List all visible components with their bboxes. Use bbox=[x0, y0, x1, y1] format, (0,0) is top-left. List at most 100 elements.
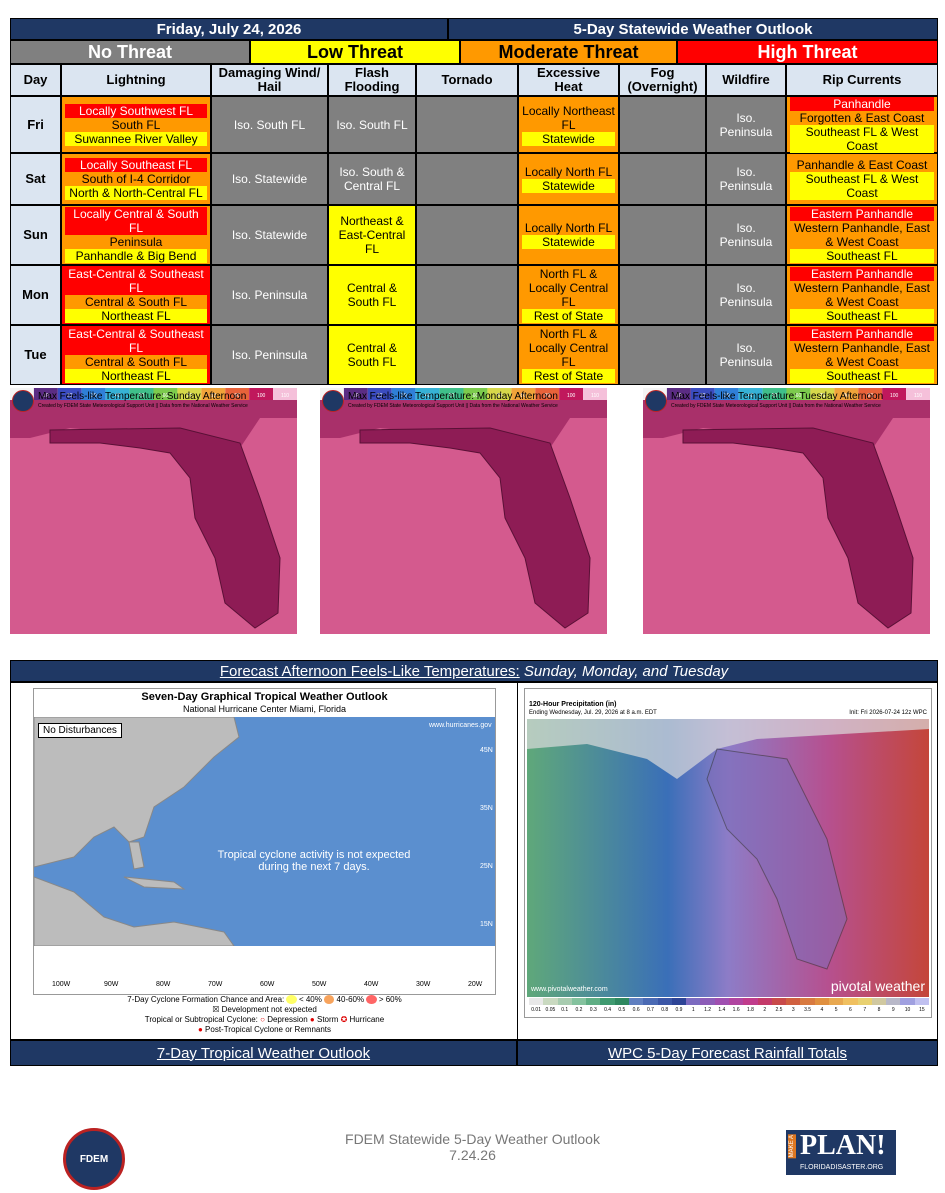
threat-item: Southeast FL bbox=[790, 249, 934, 263]
rain-site: www.pivotalweather.com bbox=[530, 986, 608, 993]
scale-label: 80 bbox=[844, 393, 850, 399]
rain-scale-label: 0.7 bbox=[646, 1007, 654, 1013]
scale-label: 100 bbox=[567, 393, 576, 399]
footer-text: FDEM Statewide 5-Day Weather Outlook 7.2… bbox=[250, 1131, 695, 1163]
no-disturbances: No Disturbances bbox=[38, 723, 122, 738]
threat-cell bbox=[619, 153, 706, 205]
scale-swatch bbox=[738, 388, 763, 400]
threat-cell: North FL & Locally Central FL Rest of Sta… bbox=[518, 265, 619, 325]
scale-swatch bbox=[786, 388, 811, 400]
chance-row: 7-Day Cyclone Formation Chance and Area:… bbox=[33, 995, 496, 1005]
rain-scale-label: 3 bbox=[791, 1007, 795, 1013]
lon-label: 70W bbox=[208, 981, 223, 988]
tropical-legend: 7-Day Cyclone Formation Chance and Area:… bbox=[33, 995, 496, 1040]
scale-label: 100 bbox=[890, 393, 899, 399]
rain-scale-label: 6 bbox=[849, 1007, 852, 1013]
threat-item: Southeast FL & West Coast bbox=[790, 172, 934, 200]
rain-swatch bbox=[700, 998, 715, 1005]
tropical-caption: 7-Day Tropical Weather Outlook bbox=[10, 1040, 517, 1066]
threat-item: Central & South FL bbox=[332, 281, 412, 309]
rain-swatch bbox=[586, 998, 601, 1005]
divider bbox=[517, 682, 518, 1066]
scale-swatch bbox=[906, 388, 930, 400]
scale-swatch bbox=[714, 388, 739, 400]
scale-swatch bbox=[690, 388, 715, 400]
threat-cell: Panhandle Forgotten & East Coast Southeast… bbox=[786, 96, 938, 153]
scale-swatch bbox=[391, 388, 416, 400]
rain-brand: pivotal weather bbox=[831, 978, 926, 994]
scale-label: 70 bbox=[497, 393, 503, 399]
rain-scale-label: 8 bbox=[877, 1007, 881, 1013]
rain-swatch bbox=[800, 998, 815, 1005]
column-header: Excessive Heat bbox=[518, 64, 619, 96]
cyclone-type: Storm bbox=[316, 1015, 339, 1024]
rain-swatch bbox=[829, 998, 844, 1005]
map-logo bbox=[322, 390, 344, 412]
threat-item: Iso. Statewide bbox=[215, 172, 324, 186]
florida bbox=[682, 427, 914, 629]
rain-swatch bbox=[900, 998, 915, 1005]
threat-cell bbox=[416, 96, 518, 153]
legend-item: High Threat bbox=[677, 40, 938, 64]
rain-swatch bbox=[886, 998, 901, 1005]
scale-label: 100 bbox=[257, 393, 266, 399]
threat-item: Iso. Peninsula bbox=[710, 221, 782, 249]
scale-label: 20 bbox=[377, 393, 383, 399]
threat-cell: Iso. Peninsula bbox=[706, 325, 786, 385]
scale-label: 50 bbox=[449, 393, 455, 399]
rain-title: 120-Hour Precipitation (in) bbox=[529, 701, 617, 708]
rain-scale-label: 0.6 bbox=[632, 1007, 640, 1013]
scale-label: 40 bbox=[425, 393, 431, 399]
land bbox=[320, 400, 607, 448]
temperature-caption: Forecast Afternoon Feels-Like Temperatur… bbox=[10, 660, 938, 682]
temperature-map: Max Feels-like Temperature: Sunday After… bbox=[10, 388, 297, 658]
scale-label: 70 bbox=[820, 393, 826, 399]
threat-cell: East-Central & Southeast FL Central & Sou… bbox=[61, 265, 211, 325]
threat-item: Locally North FL bbox=[522, 165, 615, 179]
map-image: 0102030405060708090100110 bbox=[643, 388, 930, 634]
scale-label: 10 bbox=[43, 393, 49, 399]
scale-label: 30 bbox=[724, 393, 730, 399]
scale-label: 110 bbox=[591, 393, 599, 399]
rain-scale-label: 7 bbox=[863, 1007, 867, 1013]
plan-url: FLORIDADISASTER.ORG bbox=[800, 1164, 884, 1171]
rain-swatch bbox=[614, 998, 629, 1005]
threat-cell: East-Central & Southeast FL Central & Sou… bbox=[61, 325, 211, 385]
rain-scale-label: 2 bbox=[763, 1007, 767, 1013]
cyclone-type: Depression bbox=[267, 1015, 308, 1024]
threat-cell: Locally North FL Statewide bbox=[518, 205, 619, 265]
scale-swatch bbox=[559, 388, 584, 400]
temperature-map: Max Feels-like Temperature: Monday After… bbox=[320, 388, 607, 658]
threat-item: Southeast FL bbox=[790, 369, 934, 383]
rain-swatch bbox=[786, 998, 801, 1005]
rain-map: www.pivotalweather.com pivotal weather bbox=[527, 719, 929, 997]
threat-item: Panhandle & Big Bend bbox=[65, 249, 207, 263]
scale-label: 60 bbox=[163, 393, 169, 399]
timestamp: 07:20 AM EDT Fri Jul 24 2026 bbox=[50, 966, 103, 984]
threat-item: Southeast FL & West Coast bbox=[790, 124, 934, 153]
chance-label: > 60% bbox=[378, 995, 402, 1004]
rain-swatch bbox=[757, 998, 772, 1005]
map-image: 0102030405060708090100110 bbox=[320, 388, 607, 634]
symbol: ● bbox=[309, 1015, 315, 1024]
threat-cell: Locally Central & South FL Peninsula Panha… bbox=[61, 205, 211, 265]
rain-scale-label: 10 bbox=[904, 1007, 911, 1013]
threat-item: Iso. Peninsula bbox=[215, 288, 324, 302]
scale-label: 80 bbox=[211, 393, 217, 399]
threat-cell bbox=[416, 153, 518, 205]
threat-item: Locally Northeast FL bbox=[522, 103, 615, 132]
map-credit: Created by FDEM State Meteorological Sup… bbox=[38, 403, 248, 409]
symbol: ● bbox=[197, 1025, 203, 1034]
rain-swatch bbox=[771, 998, 787, 1005]
scale-swatch bbox=[834, 388, 859, 400]
rain-scale-label: 1.6 bbox=[732, 1007, 740, 1013]
chance-swatch bbox=[366, 995, 377, 1004]
threat-cell bbox=[416, 205, 518, 265]
column-header: Lightning bbox=[61, 64, 211, 96]
map-title: Max Feels-like Temperature: Monday After… bbox=[348, 391, 558, 402]
rain-valid: Ending Wednesday, Jul. 29, 2026 at 8 a.m… bbox=[529, 710, 657, 716]
cyclone-row: Tropical or Subtropical Cyclone: ○ Depre… bbox=[33, 1015, 496, 1025]
map-logo bbox=[12, 390, 34, 412]
threat-cell: Locally Southwest FL South FL Suwannee Riv… bbox=[61, 96, 211, 153]
